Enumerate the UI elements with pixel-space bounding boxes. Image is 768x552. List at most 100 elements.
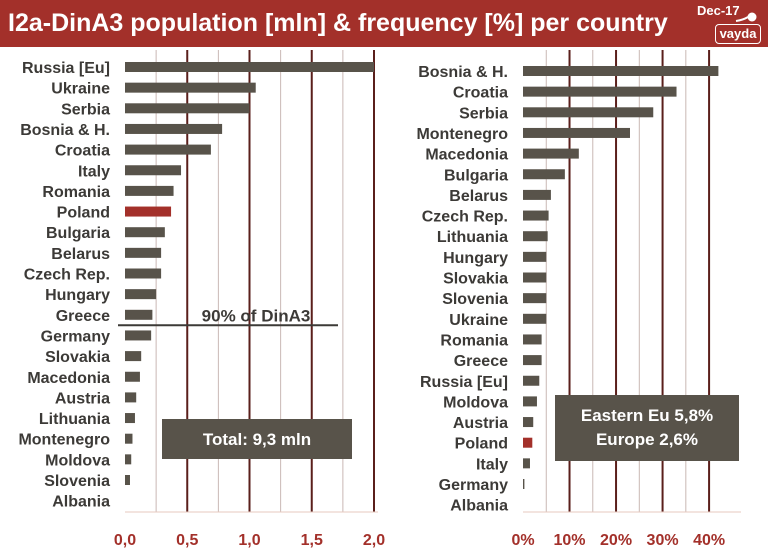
category-label-romania: Romania [42,184,110,201]
tick-label: 0% [511,532,534,549]
category-label-greece: Greece [454,353,508,370]
tick-label: 20% [600,532,632,549]
summary-line-2: Europe 2,6% [596,430,698,449]
bar-slovenia [523,293,547,304]
bar-croatia [523,86,677,97]
bar-austria [125,392,137,403]
bar-slovakia [523,272,547,283]
category-label-croatia: Croatia [453,85,508,102]
tick-label: 2,0 [363,532,385,549]
total-label: Total: 9,3 mln [203,430,311,449]
bar-hungary [125,289,157,300]
summary-box [555,395,739,461]
bar-moldova [523,396,537,407]
bar-lithuania [125,413,135,424]
category-label-ukraine: Ukraine [51,81,110,98]
category-label-hungary: Hungary [45,287,110,304]
bar-russia-eu [125,62,374,72]
category-label-romania: Romania [440,332,508,349]
chart-panel-1: Russia [Eu] Ukraine Serbia Bosnia & H. Croat… [18,50,385,549]
category-label-poland: Poland [455,436,508,453]
tick-label: 10% [554,532,586,549]
category-label-montenegro: Montenegro [18,432,110,449]
category-label-slovenia: Slovenia [442,291,508,308]
category-label-czech-rep: Czech Rep. [24,267,110,284]
category-label-montenegro: Montenegro [416,126,508,143]
category-label-macedonia: Macedonia [27,370,110,387]
category-label-croatia: Croatia [55,143,110,160]
bar-austria [523,417,534,428]
bar-bulgaria [523,169,565,180]
bar-romania [523,334,542,345]
summary-line-1: Eastern Eu 5,8% [581,406,713,425]
category-label-bosnia-h: Bosnia & H. [20,122,110,139]
tick-label: 1,0 [238,532,260,549]
bar-bulgaria [125,227,165,238]
bar-croatia [125,144,211,155]
category-label-slovakia: Slovakia [443,271,508,288]
badge-date: Dec-17 [697,3,740,18]
category-label-russia-eu: Russia [Eu] [22,60,110,77]
bar-czech-rep [523,210,549,221]
bar-belarus [125,247,162,258]
category-label-italy: Italy [78,163,110,180]
bar-greece [125,309,153,320]
category-label-lithuania: Lithuania [39,411,110,428]
tick-label: 1,5 [301,532,323,549]
chart-panel-2: Bosnia & H. Croatia Serbia Montenegro Macedo… [416,50,741,549]
category-label-czech-rep: Czech Rep. [422,209,508,226]
category-label-slovenia: Slovenia [44,473,110,490]
bar-macedonia [125,371,140,382]
category-label-macedonia: Macedonia [425,147,508,164]
bar-belarus [523,189,551,200]
bar-russia-eu [523,375,540,386]
category-label-albania: Albania [450,498,508,515]
bar-romania [125,185,174,196]
bar-montenegro [125,433,133,444]
bar-slovakia [125,351,142,362]
tick-label: 40% [693,532,725,549]
category-label-bosnia-h: Bosnia & H. [418,64,508,81]
category-label-belarus: Belarus [51,246,110,263]
bar-poland [523,437,533,448]
category-label-belarus: Belarus [449,188,508,205]
chart-title: I2a-DinA3 population [mln] & frequency [… [8,9,668,37]
bar-ukraine [125,82,256,93]
tick-label: 30% [647,532,679,549]
bar-poland [125,206,172,217]
bar-slovenia [125,475,130,485]
title-bar: I2a-DinA3 population [mln] & frequency [… [0,0,768,47]
category-label-slovakia: Slovakia [45,349,110,366]
category-label-germany: Germany [41,328,110,345]
bar-italy [523,458,530,469]
category-label-serbia: Serbia [459,105,508,122]
bar-macedonia [523,148,579,159]
total-box [162,419,352,459]
category-label-serbia: Serbia [61,101,110,118]
bar-czech-rep [125,268,162,279]
category-label-moldova: Moldova [45,452,110,469]
bar-bosnia-h [125,123,223,134]
category-label-germany: Germany [439,477,508,494]
bar-germany [125,330,152,341]
bar-moldova [125,454,132,465]
bar-hungary [523,251,547,262]
bar-serbia [523,107,654,118]
brand-mark-icon [735,12,757,22]
category-label-austria: Austria [55,390,110,407]
bar-germany [523,479,525,489]
bar-ukraine [523,313,547,324]
category-label-albania: Albania [52,494,110,511]
bar-montenegro [523,127,630,138]
annotation-label: 90% of DinA3 [202,306,311,325]
bar-serbia [125,103,250,114]
bar-italy [125,165,182,176]
category-label-hungary: Hungary [443,250,508,267]
category-label-russia-eu: Russia [Eu] [420,374,508,391]
category-label-bulgaria: Bulgaria [444,167,508,184]
bar-lithuania [523,231,548,242]
tick-label: 0,0 [114,532,136,549]
category-label-italy: Italy [476,456,508,473]
category-label-lithuania: Lithuania [437,229,508,246]
